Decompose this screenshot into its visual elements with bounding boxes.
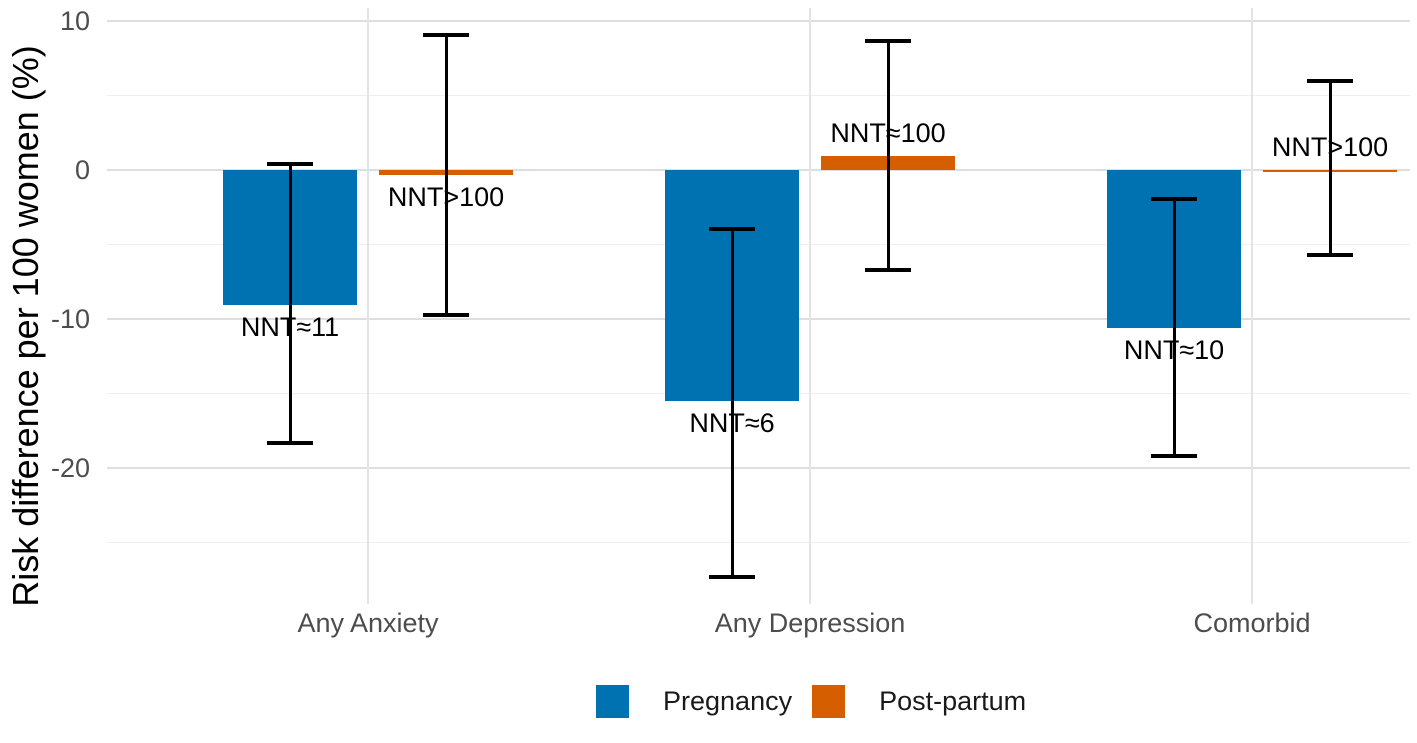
- legend-swatch-pregnancy-icon: [596, 685, 629, 718]
- legend-label-post-partum: Post-partum: [879, 686, 1027, 716]
- legend: Pregnancy Post-partum: [596, 685, 1046, 718]
- errorbar-cap-bottom-post-partum-any-anxiety: [423, 312, 469, 317]
- errorbar-cap-top-pregnancy-comorbid: [1151, 196, 1197, 201]
- y-tick-label: 0: [74, 155, 90, 186]
- y-tick-label: -10: [50, 304, 90, 335]
- y-tick-label: -20: [50, 453, 90, 484]
- errorbar-cap-bottom-pregnancy-any-anxiety: [267, 441, 313, 446]
- errorbar-cap-top-post-partum-any-anxiety: [423, 32, 469, 37]
- legend-entry-post-partum: Post-partum: [812, 685, 1026, 718]
- nnt-label-pregnancy-any-anxiety: NNT≈11: [240, 311, 340, 342]
- plot-panel: NNT≈11 NNT≈6 NNT≈10 NNT>100 NNT≈100 NNT>100: [107, 8, 1410, 604]
- y-tick-label: 10: [59, 6, 90, 37]
- nnt-label-post-partum-any-depression: NNT≈100: [830, 117, 946, 148]
- nnt-label-pregnancy-comorbid: NNT≈10: [1123, 335, 1225, 366]
- nnt-label-post-partum-any-anxiety: NNT>100: [387, 181, 505, 212]
- x-category-label-any-anxiety: Any Anxiety: [297, 608, 439, 638]
- errorbar-cap-top-post-partum-comorbid: [1307, 79, 1353, 83]
- nnt-label-post-partum-comorbid: NNT>100: [1271, 132, 1389, 163]
- errorbar-line-pregnancy-any-depression: [730, 228, 734, 578]
- errorbar-cap-bottom-post-partum-comorbid: [1307, 253, 1353, 258]
- errorbar-line-pregnancy-comorbid: [1172, 198, 1176, 457]
- x-category-label-comorbid: Comorbid: [1193, 608, 1311, 638]
- errorbar-line-post-partum-comorbid: [1328, 81, 1332, 256]
- errorbar-line-post-partum-any-anxiety: [444, 34, 448, 315]
- errorbar-cap-top-pregnancy-any-anxiety: [267, 162, 313, 167]
- errorbar-cap-top-pregnancy-any-depression: [709, 226, 755, 231]
- nnt-label-pregnancy-any-depression: NNT≈6: [689, 408, 775, 439]
- x-category-label-any-depression: Any Depression: [714, 608, 906, 638]
- errorbar-cap-bottom-post-partum-any-depression: [865, 268, 911, 273]
- errorbar-cap-top-post-partum-any-depression: [865, 38, 911, 43]
- legend-label-pregnancy: Pregnancy: [663, 686, 793, 716]
- minor-gridline: [107, 542, 1410, 544]
- major-gridline: [107, 467, 1410, 470]
- vertical-gridline: [367, 8, 369, 604]
- errorbar-line-post-partum-any-depression: [886, 40, 890, 271]
- major-gridline: [107, 20, 1410, 23]
- legend-entry-pregnancy: Pregnancy: [596, 685, 792, 718]
- errorbar-line-pregnancy-any-anxiety: [288, 164, 292, 444]
- vertical-gridline: [809, 8, 811, 604]
- errorbar-cap-bottom-pregnancy-comorbid: [1151, 454, 1197, 459]
- minor-gridline: [107, 95, 1410, 97]
- vertical-gridline: [1251, 8, 1253, 604]
- errorbar-cap-bottom-pregnancy-any-depression: [709, 575, 755, 580]
- legend-swatch-post-partum-icon: [812, 685, 846, 718]
